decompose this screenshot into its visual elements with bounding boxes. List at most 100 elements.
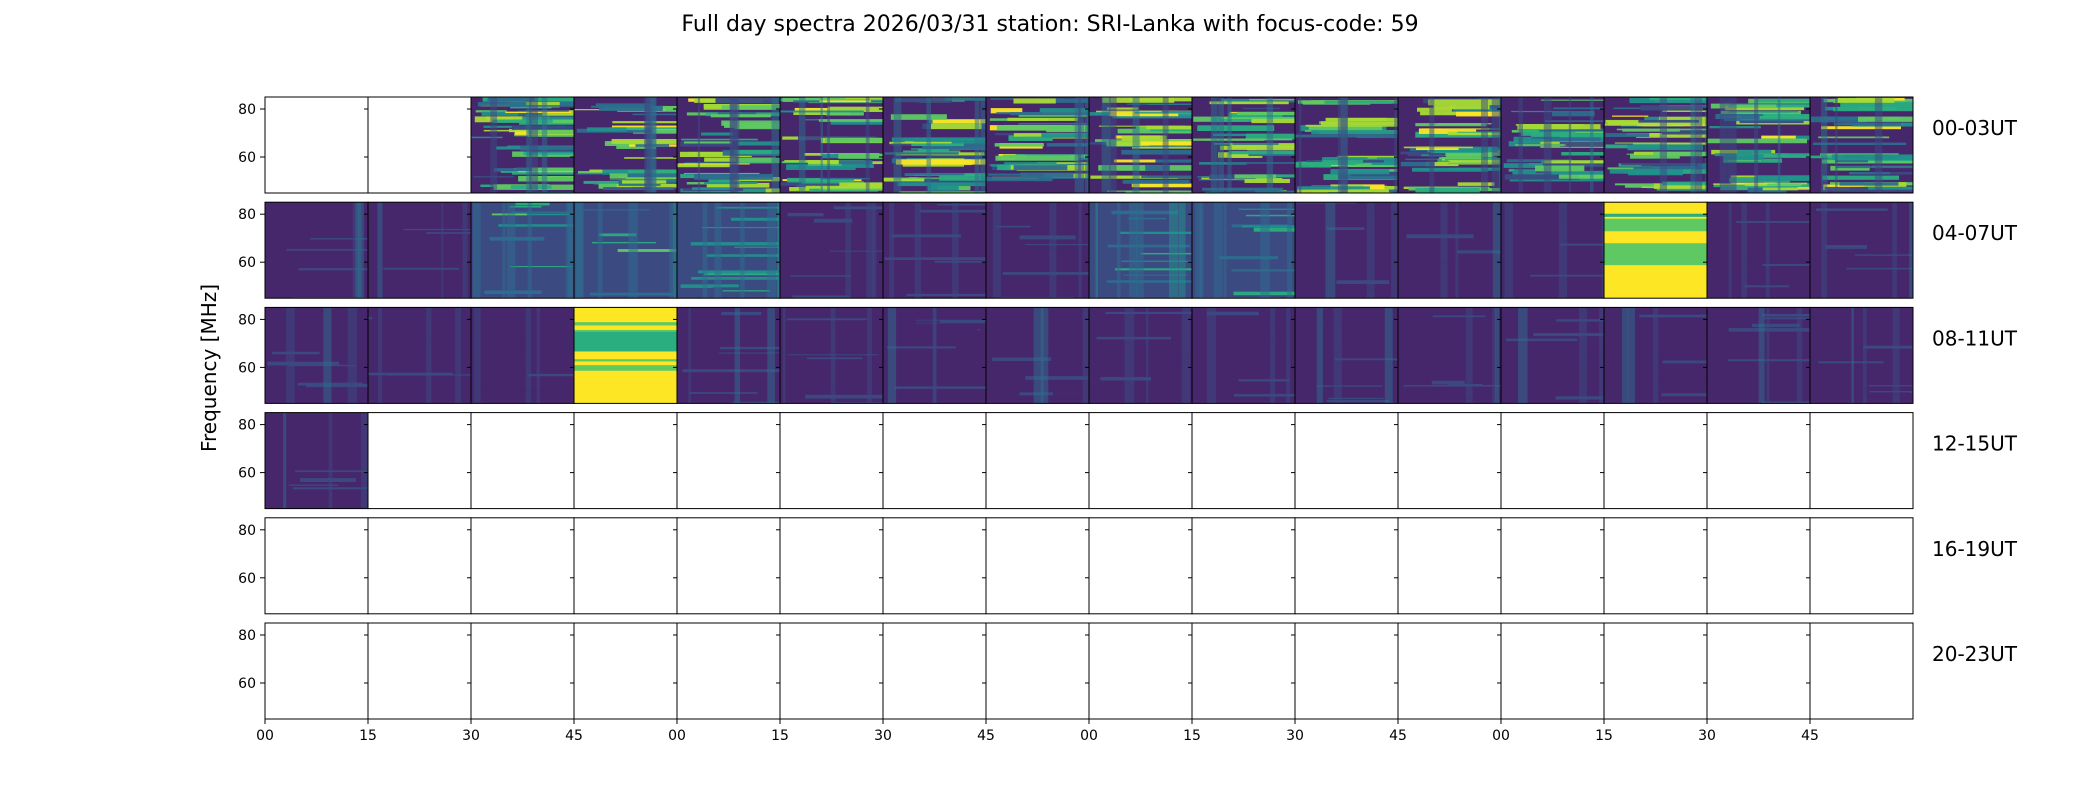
spectrum-line: [1013, 165, 1068, 171]
spectrum-line: [1437, 123, 1487, 126]
spectrum-line: [904, 173, 965, 176]
spectrum-panel: [470, 622, 575, 720]
panel-frame: [1191, 517, 1296, 615]
spectrum-panel: [1191, 201, 1296, 299]
spectrum-line: [1025, 376, 1089, 380]
spectrum-line: [1767, 183, 1802, 186]
spectrum-line: [1453, 396, 1501, 401]
spectrum-line: [987, 337, 1063, 341]
spectrum-stripe: [1132, 97, 1140, 193]
spectrum-line: [1447, 131, 1501, 136]
spectrum-line: [990, 108, 1023, 114]
spectrum-stripe: [1498, 97, 1501, 193]
spectrum-line: [911, 143, 964, 147]
spectrum-line: [1008, 135, 1053, 141]
spectrum-panel: [1397, 622, 1502, 720]
spectrum-stripe: [285, 307, 295, 404]
spectrum-stripe: [1223, 202, 1227, 299]
spectra-row: [264, 622, 1914, 720]
spectrum-line: [1833, 122, 1902, 126]
spectrum-line: [1215, 338, 1287, 342]
spectrum-line: [833, 206, 883, 210]
spectrum-line: [1046, 126, 1089, 133]
spectrum-line: [384, 282, 435, 286]
spectrum-line: [820, 177, 871, 180]
spectrum-stripe: [1078, 97, 1082, 193]
spectrum-stripe: [767, 307, 775, 404]
spectrum-panel: [1088, 412, 1193, 510]
spectrum-line: [286, 248, 368, 251]
spectrum-panel: [779, 622, 884, 720]
spectrum-line: [1641, 163, 1698, 167]
spectrum-stripe: [669, 202, 677, 299]
spectrum-stripe: [1078, 202, 1082, 299]
spectrum-stripe: [575, 202, 583, 299]
spectrum-panel: [676, 517, 781, 615]
spectrum-line: [1831, 154, 1913, 161]
y-tick-label: 60: [238, 150, 256, 166]
spectrum-panel: [1294, 201, 1399, 299]
spectrum-line: [721, 105, 780, 110]
spectrum-line: [527, 322, 571, 326]
spectrum-panel: [1706, 96, 1811, 194]
spectrum-stripe: [1084, 97, 1089, 193]
spectrum-line: [1639, 314, 1707, 318]
spectrum-background: [1192, 202, 1295, 299]
spectrum-stripe: [1912, 97, 1913, 193]
panel-frame: [1603, 622, 1708, 720]
spectrum-line: [1334, 358, 1398, 361]
spectrum-line: [621, 217, 665, 220]
spectrum-line: [383, 267, 460, 270]
spectrum-background: [471, 307, 574, 404]
spectrum-panel: [1706, 622, 1811, 720]
spectrum-stripe: [1287, 202, 1293, 299]
spectrum-stripe: [1325, 202, 1336, 299]
spectrum-line: [1661, 142, 1707, 145]
spectrum-line: [890, 114, 947, 120]
spectrum-stripe: [502, 202, 506, 299]
spectrum-line: [1813, 142, 1907, 146]
spectrum-line: [1825, 245, 1867, 249]
spectrum-panel: [1500, 412, 1605, 510]
spectrum-line: [988, 173, 1027, 176]
spectrum-stripe: [980, 97, 986, 193]
spectrum-line: [1714, 270, 1754, 274]
spectrum-line: [712, 287, 780, 291]
spectrum-line: [288, 436, 341, 441]
spectrum-panel: [779, 412, 884, 510]
spectrum-line: [1605, 133, 1650, 137]
spectrum-line: [789, 164, 874, 168]
spectrum-line: [1245, 214, 1295, 217]
spectrum-stripe: [462, 202, 468, 299]
spectrum-line: [719, 352, 780, 354]
spectrum-stripe: [771, 97, 779, 193]
spectrum-line: [525, 208, 574, 213]
row-label: 12-15UT: [1932, 432, 2018, 456]
spectrum-line: [1762, 264, 1810, 267]
spectrum-stripe: [1909, 202, 1913, 299]
spectrum-line: [814, 218, 853, 223]
spectrum-stripe: [889, 202, 895, 299]
spectrum-line: [523, 151, 574, 155]
spectrum-line: [832, 402, 883, 404]
spectrum-line: [617, 249, 677, 252]
spectrum-line: [682, 369, 780, 373]
spectrum-band: [574, 339, 677, 347]
spectra-row: [264, 412, 1914, 510]
panel-frame: [470, 412, 575, 510]
spectrum-line: [722, 290, 771, 292]
spectrum-stripe: [872, 202, 877, 299]
spectrum-line: [734, 246, 780, 248]
spectrum-line: [1449, 274, 1499, 278]
spectrum-panel: [779, 517, 884, 615]
spectrum-line: [1830, 165, 1870, 171]
spectrum-line: [992, 357, 1052, 361]
spectrum-line: [1846, 267, 1913, 270]
spectrum-line: [1715, 114, 1760, 120]
spectrum-line: [324, 235, 368, 240]
spectrum-panel: [367, 201, 472, 299]
panel-frame: [676, 622, 781, 720]
spectrum-line: [1622, 128, 1680, 132]
spectrum-line: [1338, 155, 1398, 159]
spectrum-panel: [367, 517, 472, 615]
